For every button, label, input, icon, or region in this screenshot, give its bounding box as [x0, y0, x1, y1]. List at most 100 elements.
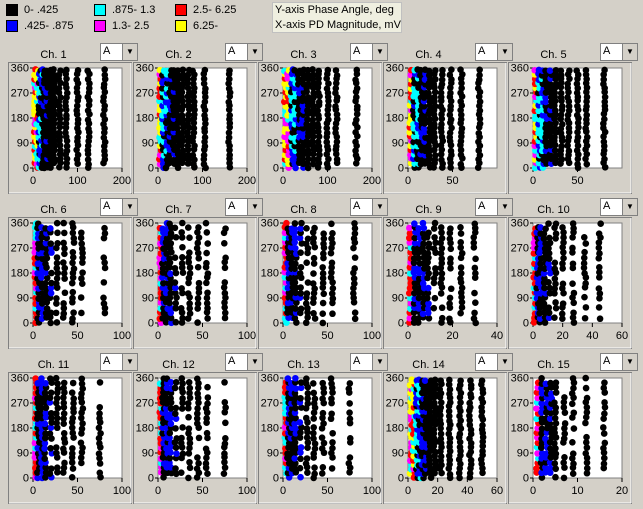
data-point — [437, 404, 445, 411]
channel-phase-select[interactable]: A ▼ — [100, 43, 138, 61]
data-point — [328, 410, 335, 418]
channel-phase-select[interactable]: A ▼ — [225, 198, 263, 216]
data-point — [551, 414, 559, 422]
chevron-down-icon[interactable]: ▼ — [622, 354, 637, 370]
channel-phase-select[interactable]: A ▼ — [475, 43, 513, 61]
data-point — [303, 434, 311, 441]
data-point — [186, 310, 194, 317]
data-point — [350, 290, 357, 297]
data-point — [581, 293, 588, 301]
data-point — [297, 444, 305, 451]
data-point — [310, 294, 317, 302]
data-point — [329, 444, 336, 452]
data-point — [310, 254, 318, 262]
data-point — [186, 264, 194, 271]
channel-phase-select[interactable]: A ▼ — [350, 353, 388, 371]
data-point — [596, 294, 603, 302]
data-point — [447, 255, 454, 262]
data-point — [310, 270, 317, 277]
data-point — [471, 264, 479, 272]
chevron-down-icon[interactable]: ▼ — [372, 199, 387, 215]
chevron-down-icon[interactable]: ▼ — [497, 354, 512, 370]
data-point — [318, 445, 326, 452]
x-tick-label: 0 — [280, 330, 286, 342]
chevron-down-icon[interactable]: ▼ — [622, 44, 637, 60]
data-point — [201, 134, 209, 141]
data-point — [546, 67, 554, 74]
data-point — [52, 309, 60, 317]
channel-phase-select[interactable]: A ▼ — [100, 353, 138, 371]
data-point — [53, 410, 60, 417]
chevron-down-icon[interactable]: ▼ — [372, 44, 387, 60]
data-point — [471, 309, 478, 317]
data-point — [345, 385, 353, 393]
data-point — [171, 224, 179, 232]
data-point — [552, 389, 560, 396]
data-point — [299, 102, 307, 109]
data-point — [446, 294, 454, 302]
data-point — [319, 299, 327, 307]
chevron-down-icon[interactable]: ▼ — [247, 199, 262, 215]
data-point — [414, 315, 422, 322]
y-tick-label: 90 — [392, 138, 404, 150]
data-point — [311, 464, 318, 471]
channel-panel: Ch. 2 A ▼ 0 90 180 270 360 0 100 200 — [133, 40, 263, 194]
chevron-down-icon[interactable]: ▼ — [122, 199, 137, 215]
x-tick-label: 100 — [113, 330, 131, 342]
data-point — [319, 264, 326, 271]
data-point — [297, 249, 304, 256]
chevron-down-icon[interactable]: ▼ — [122, 44, 137, 60]
chevron-down-icon[interactable]: ▼ — [497, 44, 512, 60]
chevron-down-icon[interactable]: ▼ — [247, 354, 262, 370]
chevron-down-icon[interactable]: ▼ — [497, 199, 512, 215]
data-point — [85, 133, 93, 141]
data-point — [542, 138, 549, 146]
channel-phase-select[interactable]: A ▼ — [350, 43, 388, 61]
channel-phase-select[interactable]: A ▼ — [350, 198, 388, 216]
data-point — [190, 124, 198, 132]
data-point — [311, 470, 318, 478]
data-point — [328, 395, 335, 403]
data-point — [178, 434, 185, 442]
data-point — [552, 220, 560, 228]
data-point — [166, 454, 174, 462]
channel-phase-select[interactable]: A ▼ — [600, 198, 638, 216]
channel-phase-select[interactable]: A ▼ — [600, 43, 638, 61]
channel-phase-select[interactable]: A ▼ — [600, 353, 638, 371]
channel-phase-select[interactable]: A ▼ — [475, 198, 513, 216]
chevron-down-icon[interactable]: ▼ — [247, 44, 262, 60]
data-point — [100, 111, 107, 119]
y-tick-label: 0 — [523, 473, 529, 485]
data-point — [597, 220, 604, 228]
data-point — [310, 310, 317, 317]
data-point — [583, 444, 591, 451]
channel-phase-select[interactable]: A ▼ — [475, 353, 513, 371]
data-point — [431, 234, 438, 241]
data-point — [167, 378, 175, 386]
data-point — [42, 379, 49, 387]
data-point — [200, 75, 208, 83]
x-tick-label: 60 — [616, 330, 628, 342]
data-point — [69, 259, 76, 267]
data-point — [186, 464, 194, 472]
data-point — [178, 93, 185, 101]
channel-phase-select[interactable]: A ▼ — [225, 43, 263, 61]
chevron-down-icon[interactable]: ▼ — [622, 199, 637, 215]
data-point — [422, 147, 429, 155]
y-tick-label: 90 — [17, 293, 29, 305]
data-point — [546, 290, 554, 297]
data-point — [179, 102, 187, 110]
channel-phase-select[interactable]: A ▼ — [225, 353, 263, 371]
data-point — [566, 67, 573, 74]
data-point — [173, 450, 180, 457]
data-point — [78, 425, 86, 433]
data-point — [601, 439, 609, 447]
chevron-down-icon[interactable]: ▼ — [372, 354, 387, 370]
data-point — [70, 400, 77, 407]
channel-phase-select[interactable]: A ▼ — [100, 198, 138, 216]
data-point — [68, 450, 76, 457]
data-point — [54, 404, 62, 412]
data-point — [172, 470, 180, 478]
data-point — [195, 279, 203, 287]
chevron-down-icon[interactable]: ▼ — [122, 354, 137, 370]
